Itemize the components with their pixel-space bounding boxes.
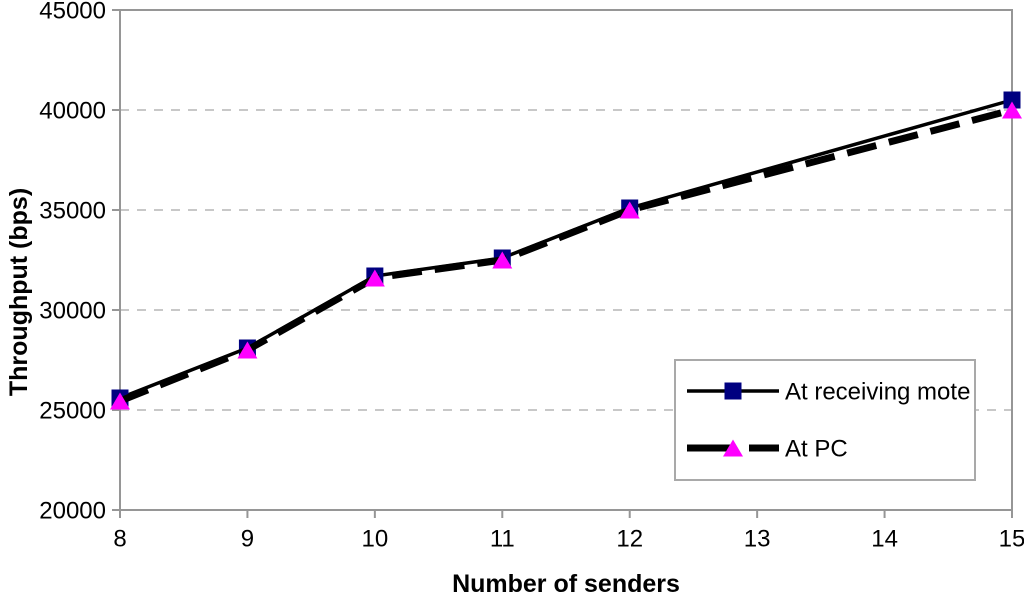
marker-at-pc [110, 392, 130, 410]
x-tick-label: 9 [241, 525, 254, 552]
y-tick-label: 45000 [39, 0, 106, 24]
legend-label-at-pc: At PC [785, 435, 848, 462]
y-tick-label: 35000 [39, 197, 106, 224]
marker-at-pc [619, 201, 640, 219]
legend-label-at-receiving-mote: At receiving mote [785, 378, 970, 405]
x-tick-label: 15 [999, 525, 1024, 552]
x-tick-label: 12 [616, 525, 643, 552]
legend-marker-at-pc [723, 439, 743, 457]
legend-marker-at-receiving-mote [724, 382, 742, 400]
legend-box [674, 359, 976, 481]
plot-border [119, 9, 1013, 511]
marker-at-receiving-mote [1003, 91, 1021, 109]
y-tick-label: 40000 [39, 97, 106, 124]
y-tick-label: 25000 [39, 397, 106, 424]
marker-at-pc [1002, 101, 1022, 119]
x-axis-title: Number of senders [452, 570, 680, 597]
marker-at-pc [492, 251, 513, 269]
x-tick-label: 11 [490, 525, 515, 552]
series-line-at-pc [118, 106, 1013, 405]
x-tick-label: 10 [362, 525, 389, 552]
y-tick-label: 20000 [39, 497, 106, 524]
marker-at-pc [237, 341, 258, 359]
marker-at-pc [364, 269, 385, 287]
x-tick-label: 8 [113, 525, 126, 552]
y-tick-label: 30000 [39, 297, 106, 324]
y-axis-title: Throughput (bps) [5, 188, 33, 396]
x-tick-label: 13 [744, 525, 771, 552]
x-tick-label: 14 [871, 525, 898, 552]
